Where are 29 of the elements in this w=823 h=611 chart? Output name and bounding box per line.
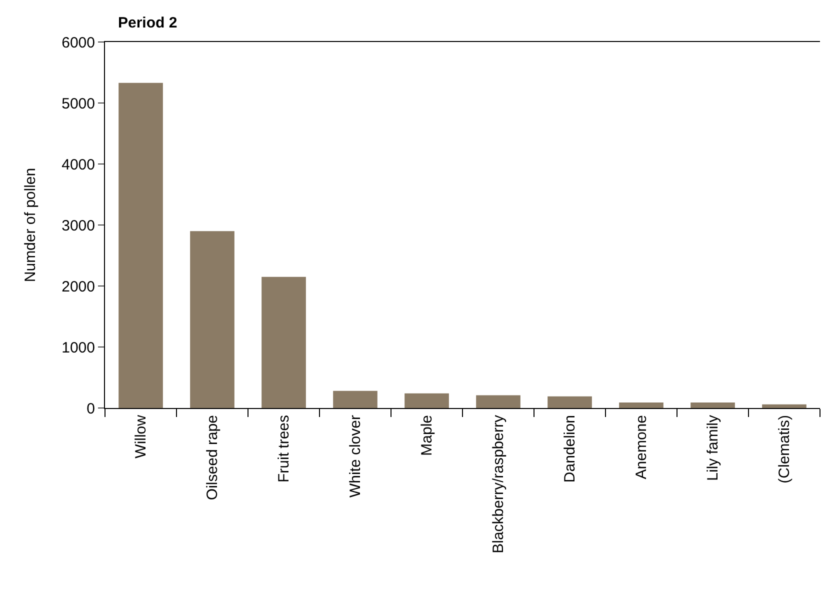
x-tick-label: Maple	[418, 415, 436, 456]
bar	[404, 393, 449, 408]
x-tick-label: Dandelion	[562, 415, 579, 483]
x-tick-label: Willow	[132, 414, 150, 458]
bar	[690, 402, 735, 408]
y-tick-label: 2000	[62, 278, 95, 296]
bar	[190, 231, 234, 408]
bar	[762, 404, 806, 408]
bar	[619, 402, 664, 408]
y-tick-label: 0	[86, 400, 95, 418]
bar	[548, 396, 592, 408]
x-tick-label: Lily family	[704, 414, 722, 481]
bar	[262, 276, 306, 408]
y-tick-label: 1000	[62, 339, 95, 356]
x-tick-label: Fruit trees	[276, 415, 293, 483]
y-tick-label: 3000	[62, 217, 95, 234]
x-tick-label: (Clematis)	[776, 415, 794, 484]
bar	[333, 390, 378, 408]
y-tick-label: 6000	[62, 34, 95, 52]
bar	[118, 82, 163, 408]
x-tick-label: White clover	[347, 415, 364, 498]
bar	[476, 395, 520, 408]
chart-title: Period 2	[118, 14, 178, 32]
y-tick-label: 4000	[62, 156, 95, 174]
x-tick-label: Anemone	[633, 415, 650, 480]
x-tick-label: Blackberry/raspberry	[490, 414, 508, 554]
y-tick-label: 5000	[62, 95, 95, 112]
x-tick-label: Oilseed rape	[204, 415, 222, 500]
y-axis-title: Numder of pollen	[22, 168, 39, 282]
